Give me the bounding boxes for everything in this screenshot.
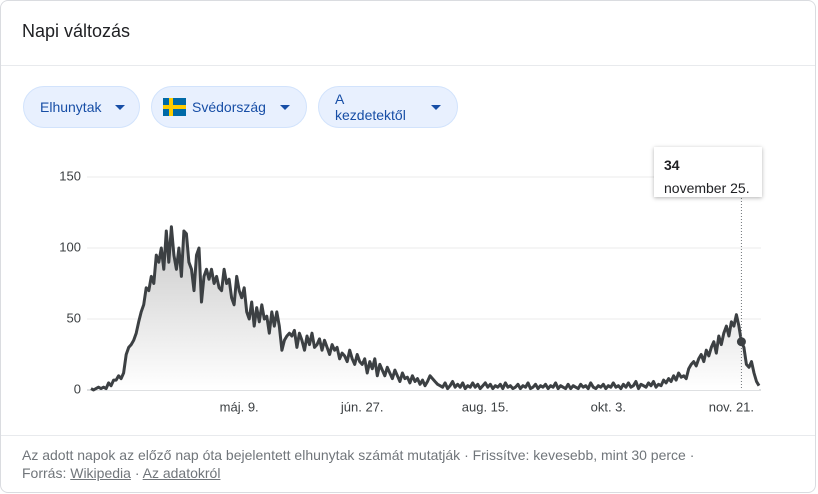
tooltip: 34 november 25. [654,147,762,197]
hover-point [736,337,746,347]
y-tick-label: 0 [74,381,81,396]
x-tick-label: nov. 21. [709,399,754,414]
caret [431,104,441,110]
updated: Frissítve: kevesebb, mint 30 perce [472,447,686,463]
divider [1,435,815,436]
y-tick-label: 150 [59,168,81,183]
caret [279,104,290,110]
chart: 0 50 100 150 máj. 9. jún. 27. aug. 15. okt. 3. n… [59,168,761,414]
chip-label: Svédország [192,99,266,115]
card-title: Napi változás [22,21,131,41]
separator: · [134,465,140,481]
chip-label: Elhunytak [40,99,102,115]
source-link[interactable]: Wikipedia [70,465,131,481]
tooltip-date: november 25. [664,180,750,196]
footer: Az adott napok az előző nap óta bejelent… [22,446,802,482]
y-tick-label: 100 [59,239,81,254]
area [91,226,759,390]
flag [163,98,186,116]
source-label: Forrás: [22,465,67,481]
x-tick-label: okt. 3. [591,399,626,414]
separator: · [689,447,695,463]
chip-label: A kezdetektől [335,91,406,123]
divider [1,65,815,66]
x-tick-label: aug. 15. [462,399,509,414]
filter-chip[interactable]: Elhunytak [23,86,140,128]
note: Az adott napok az előző nap óta bejelent… [22,447,461,463]
separator: · [464,447,469,463]
x-tick-label: máj. 9. [220,399,259,414]
caret [115,104,126,110]
tooltip-value: 34 [664,157,680,173]
y-tick-label: 50 [67,310,81,325]
filter-chip[interactable]: Svédország [151,86,307,128]
line [90,225,761,392]
filter-chip[interactable]: A kezdetektől [318,86,458,128]
x-tick-label: jún. 27. [340,399,384,414]
about-link[interactable]: Az adatokról [142,465,221,481]
